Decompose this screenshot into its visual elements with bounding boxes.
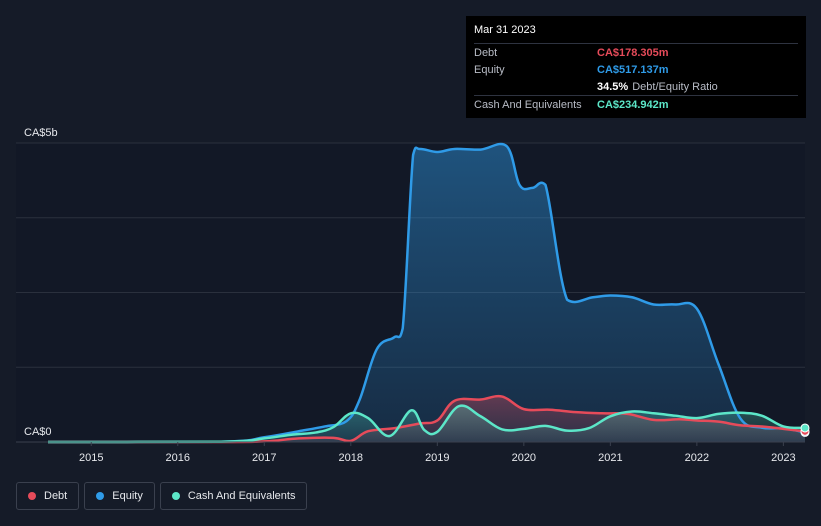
tooltip-debt-label: Debt — [474, 46, 498, 59]
legend-item-debt[interactable]: Debt — [16, 482, 80, 510]
tooltip-cash-value: CA$234.942m — [597, 98, 669, 111]
cash-end-marker — [800, 423, 810, 433]
tooltip-row-equity: Equity CA$517.137m — [474, 61, 798, 78]
x-tick-label: 2016 — [166, 452, 190, 464]
equity-line — [47, 142, 806, 444]
tooltip-ratio-label: Debt/Equity Ratio — [632, 80, 718, 93]
tooltip-date: Mar 31 2023 — [474, 24, 536, 36]
x-tick-label: 2020 — [512, 452, 536, 464]
equity-dot-icon — [96, 492, 105, 500]
x-tick-label: 2018 — [339, 452, 363, 464]
x-tick-label: 2021 — [598, 452, 622, 464]
y-axis-top-label: CA$5b — [24, 127, 58, 139]
series-end-markers — [800, 423, 810, 437]
x-tick-label: 2022 — [685, 452, 709, 464]
series-lines — [47, 142, 806, 444]
cash-line — [47, 404, 806, 444]
x-tick-label: 2017 — [252, 452, 276, 464]
legend-equity-label: Equity — [112, 490, 143, 502]
tooltip-panel: Mar 31 2023 Debt CA$178.305m Equity CA$5… — [466, 16, 806, 118]
x-axis-ticks: 2015 2016 2017 2018 2019 2020 2021 2022 2023 — [79, 442, 796, 464]
x-tick-label: 2023 — [771, 452, 795, 464]
equity-area — [48, 143, 805, 442]
tooltip-row-debt: Debt CA$178.305m — [474, 43, 798, 61]
legend-cash-label: Cash And Equivalents — [187, 490, 296, 502]
legend-item-equity[interactable]: Equity — [84, 482, 155, 510]
x-tick-label: 2019 — [425, 452, 449, 464]
tooltip-cash-label: Cash And Equivalents — [474, 98, 582, 111]
chart-legend: Debt Equity Cash And Equivalents — [16, 482, 312, 510]
tooltip-row-cash: Cash And Equivalents CA$234.942m — [474, 95, 798, 113]
tooltip-equity-value: CA$517.137m — [597, 63, 669, 76]
y-axis-bottom-label: CA$0 — [24, 426, 52, 438]
legend-item-cash[interactable]: Cash And Equivalents — [159, 482, 308, 510]
x-tick-label: 2015 — [79, 452, 103, 464]
debt-dot-icon — [28, 492, 36, 500]
tooltip-equity-label: Equity — [474, 63, 505, 76]
tooltip-debt-value: CA$178.305m — [597, 46, 669, 59]
debt-line — [48, 394, 806, 444]
legend-debt-label: Debt — [44, 490, 68, 502]
cash-dot-icon — [171, 492, 180, 500]
tooltip-row-ratio: 34.5% Debt/Equity Ratio — [474, 78, 798, 95]
tooltip-ratio-value: 34.5% — [597, 80, 629, 93]
